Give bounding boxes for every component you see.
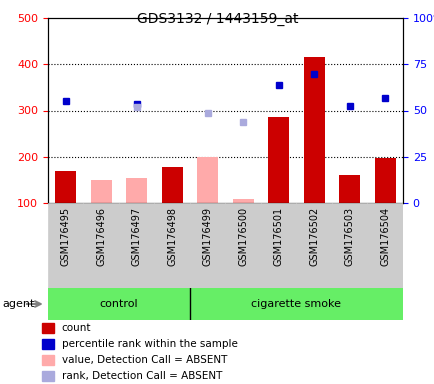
Text: GSM176504: GSM176504 <box>379 207 389 266</box>
Text: agent: agent <box>2 299 34 309</box>
Text: GSM176501: GSM176501 <box>273 207 283 266</box>
Bar <box>190 288 402 320</box>
Bar <box>83 203 119 288</box>
Bar <box>55 170 76 203</box>
Text: GDS3132 / 1443159_at: GDS3132 / 1443159_at <box>136 12 298 25</box>
Bar <box>154 203 190 288</box>
Bar <box>43 323 54 333</box>
Bar <box>339 175 360 203</box>
Bar <box>303 57 324 203</box>
Text: rank, Detection Call = ABSENT: rank, Detection Call = ABSENT <box>62 371 221 381</box>
Bar <box>161 167 182 203</box>
Bar <box>190 203 225 288</box>
Bar <box>267 118 289 203</box>
Text: GSM176503: GSM176503 <box>344 207 354 266</box>
Bar <box>331 203 367 288</box>
Bar <box>260 203 296 288</box>
Bar <box>232 199 253 203</box>
Bar <box>296 203 331 288</box>
Text: GSM176499: GSM176499 <box>202 207 212 266</box>
Text: GSM176498: GSM176498 <box>167 207 177 266</box>
Text: GSM176502: GSM176502 <box>309 207 319 266</box>
Text: percentile rank within the sample: percentile rank within the sample <box>62 339 237 349</box>
Bar <box>225 203 260 288</box>
Text: control: control <box>99 299 138 309</box>
Bar <box>374 158 395 203</box>
Text: cigarette smoke: cigarette smoke <box>251 299 341 309</box>
Bar <box>43 339 54 349</box>
Bar <box>367 203 402 288</box>
Text: value, Detection Call = ABSENT: value, Detection Call = ABSENT <box>62 355 227 365</box>
Text: count: count <box>62 323 91 333</box>
Bar <box>197 157 218 203</box>
Text: GSM176500: GSM176500 <box>238 207 248 266</box>
Bar <box>126 177 147 203</box>
Bar <box>48 203 83 288</box>
Bar <box>90 180 112 203</box>
Text: GSM176497: GSM176497 <box>132 207 141 266</box>
Bar <box>43 371 54 381</box>
Bar <box>119 203 154 288</box>
Bar <box>43 355 54 365</box>
Text: GSM176495: GSM176495 <box>61 207 71 266</box>
Bar <box>48 288 190 320</box>
Text: GSM176496: GSM176496 <box>96 207 106 266</box>
